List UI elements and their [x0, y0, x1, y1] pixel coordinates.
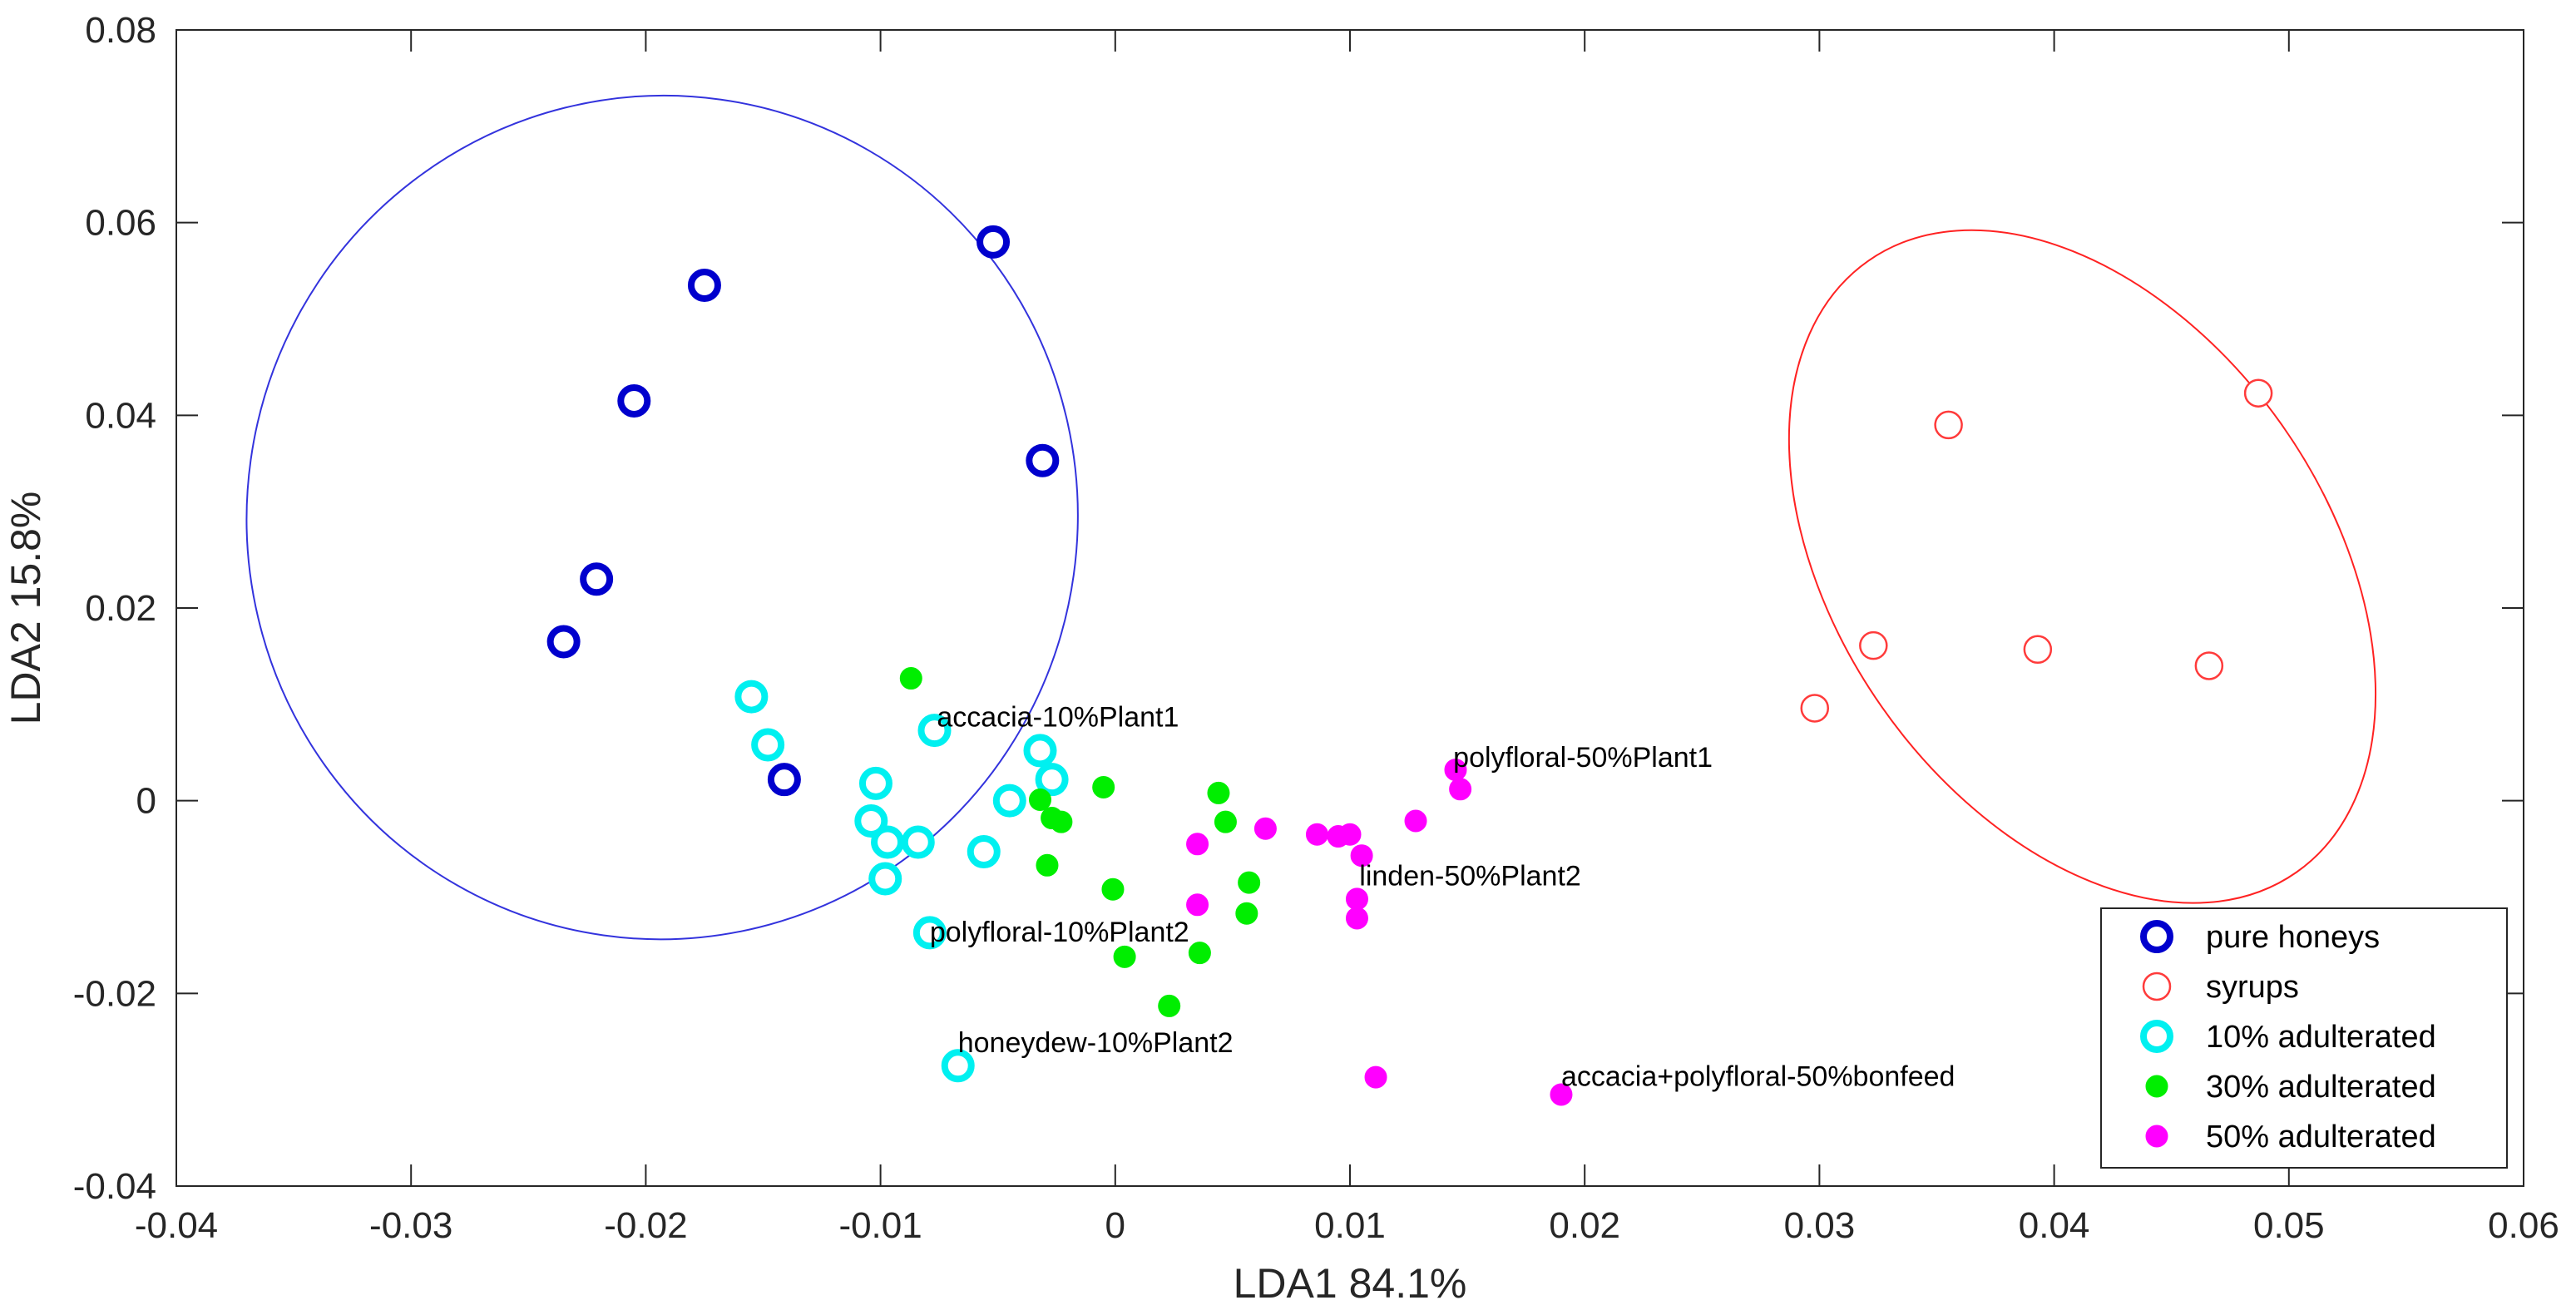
- legend-items: pure honeys syrups 10% adulterated 30% adul…: [2140, 920, 2436, 1154]
- legend-label-4: 50% adulterated: [2206, 1120, 2436, 1154]
- point-series2-6: [992, 784, 1026, 818]
- ellipse-layer: [245, 94, 2377, 941]
- point-series3-7: [1036, 853, 1059, 877]
- annotation-label-1: polyfloral-50%Plant1: [1453, 742, 1713, 774]
- legend-label-3: 30% adulterated: [2206, 1070, 2436, 1105]
- y-tick-label-1: -0.02: [73, 973, 156, 1014]
- point-series3-1: [1092, 775, 1115, 798]
- y-tick-label-0: -0.04: [73, 1166, 156, 1207]
- y-tick-label-6: 0.08: [85, 10, 156, 51]
- annotation-label-0: accacia-10%Plant1: [937, 701, 1179, 733]
- x-tick-label-4: 0: [1105, 1205, 1125, 1246]
- point-series4-10: [1186, 893, 1209, 917]
- point-series2-1: [751, 728, 785, 762]
- annotation-label-2: linden-50%Plant2: [1359, 861, 1581, 892]
- point-series4-6: [1338, 823, 1362, 846]
- point-series0-0: [977, 225, 1011, 259]
- point-series3-12: [1188, 942, 1211, 965]
- point-series1-5: [1800, 694, 1830, 723]
- point-series2-8: [871, 825, 905, 859]
- y-axis-title: LDA2 15.8%: [2, 492, 49, 725]
- point-series3-8: [1101, 877, 1125, 901]
- annotation-label-4: honeydew-10%Plant2: [958, 1027, 1234, 1059]
- point-series3-9: [1238, 871, 1261, 894]
- point-series1-4: [2194, 651, 2224, 680]
- point-series0-6: [767, 763, 801, 797]
- point-series4-1: [1449, 778, 1472, 801]
- legend-marker-1: [2142, 971, 2172, 1001]
- y-tick-label-5: 0.06: [85, 203, 156, 244]
- point-series2-11: [868, 862, 902, 896]
- point-series3-13: [1158, 994, 1181, 1017]
- boundary-ellipse-1: [1787, 229, 2377, 904]
- point-series0-3: [1026, 443, 1060, 477]
- annotation-label-5: accacia+polyfloral-50%bonfeed: [1561, 1061, 1955, 1093]
- point-series4-3: [1253, 817, 1277, 840]
- point-series2-12: [912, 916, 947, 950]
- x-tick-label-10: 0.06: [2488, 1205, 2559, 1246]
- point-series1-3: [2023, 635, 2053, 665]
- point-series2-13: [941, 1049, 975, 1083]
- legend-label-0: pure honeys: [2206, 920, 2380, 955]
- point-series2-5: [858, 766, 892, 800]
- point-series3-2: [1207, 781, 1230, 804]
- annotation-label-3: polyfloral-10%Plant2: [930, 917, 1189, 948]
- point-series0-2: [617, 383, 651, 418]
- point-series2-2: [917, 714, 952, 748]
- x-tick-label-1: -0.03: [369, 1205, 452, 1246]
- x-tick-label-3: -0.01: [838, 1205, 922, 1246]
- y-axis-ticks: -0.04 -0.02 0 0.02 0.04 0.06 0.08: [73, 10, 2524, 1207]
- point-series1-0: [1934, 410, 1963, 440]
- y-tick-label-4: 0.04: [85, 395, 156, 436]
- x-tick-label-7: 0.03: [1784, 1205, 1856, 1246]
- x-tick-label-5: 0.01: [1314, 1205, 1386, 1246]
- point-series4-7: [1186, 833, 1209, 856]
- point-series4-13: [1550, 1083, 1573, 1106]
- point-series3-10: [1235, 902, 1258, 925]
- point-series0-1: [687, 268, 721, 302]
- point-series4-8: [1350, 844, 1373, 868]
- point-series2-9: [901, 825, 935, 859]
- point-series3-6: [1214, 810, 1237, 833]
- point-series1-1: [2243, 378, 2273, 408]
- point-series2-7: [854, 803, 888, 838]
- point-series4-12: [1364, 1065, 1387, 1089]
- annotation-layer: accacia-10%Plant1 polyfloral-50%Plant1 lin…: [930, 701, 1955, 1092]
- point-series3-3: [1028, 789, 1051, 812]
- x-tick-label-2: -0.02: [604, 1205, 687, 1246]
- x-axis-ticks: -0.04 -0.03 -0.02 -0.01 0 0.01 0.02 0.03 0.04 0.0…: [135, 30, 2559, 1246]
- legend-marker-0: [2140, 920, 2173, 953]
- point-series2-10: [967, 835, 1001, 869]
- point-series3-0: [899, 667, 922, 690]
- point-series3-5: [1050, 810, 1073, 833]
- x-tick-label-6: 0.02: [1549, 1205, 1620, 1246]
- point-series2-4: [1035, 763, 1069, 797]
- point-series4-2: [1404, 809, 1427, 833]
- y-tick-label-3: 0.02: [85, 588, 156, 629]
- legend-marker-2: [2140, 1020, 2173, 1053]
- x-tick-label-8: 0.04: [2019, 1205, 2090, 1246]
- point-series3-11: [1113, 945, 1136, 968]
- legend-label-1: syrups: [2206, 970, 2299, 1005]
- point-series0-4: [580, 562, 614, 596]
- x-tick-label-0: -0.04: [135, 1205, 218, 1246]
- point-series4-11: [1345, 907, 1368, 930]
- legend: pure honeys syrups 10% adulterated 30% adul…: [2100, 907, 2508, 1169]
- point-series0-5: [546, 625, 581, 659]
- point-series2-3: [1023, 734, 1057, 768]
- y-tick-label-2: 0: [136, 781, 156, 822]
- legend-marker-3: [2145, 1075, 2168, 1098]
- x-axis-title: LDA1 84.1%: [1234, 1260, 1467, 1307]
- boundary-ellipse-0: [245, 94, 1079, 941]
- point-layer: [546, 225, 2273, 1106]
- point-series4-4: [1305, 823, 1328, 846]
- point-series1-2: [1859, 630, 1888, 660]
- x-tick-label-9: 0.05: [2253, 1205, 2325, 1246]
- point-series2-0: [734, 680, 769, 714]
- legend-marker-4: [2145, 1125, 2168, 1148]
- legend-label-2: 10% adulterated: [2206, 1020, 2436, 1055]
